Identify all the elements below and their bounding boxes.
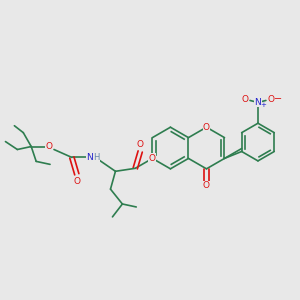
Text: O: O bbox=[149, 154, 156, 163]
Text: O: O bbox=[242, 95, 249, 104]
Text: O: O bbox=[203, 123, 210, 132]
Text: O: O bbox=[203, 181, 210, 190]
Text: O: O bbox=[73, 177, 80, 186]
Text: N: N bbox=[255, 98, 261, 107]
Text: N: N bbox=[86, 153, 93, 162]
Text: O: O bbox=[267, 95, 274, 104]
Text: O: O bbox=[137, 140, 144, 149]
Text: +: + bbox=[260, 102, 266, 108]
Text: −: − bbox=[274, 94, 282, 104]
Text: H: H bbox=[93, 153, 100, 162]
Text: O: O bbox=[46, 142, 52, 151]
